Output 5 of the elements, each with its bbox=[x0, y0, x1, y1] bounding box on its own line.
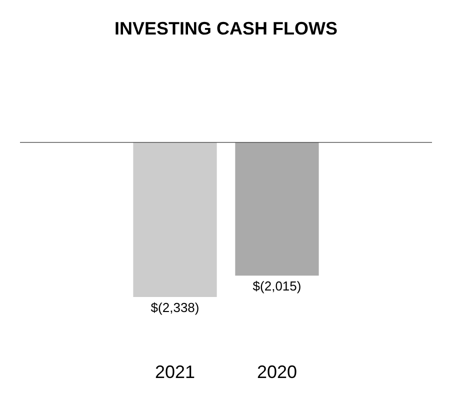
x-tick-label: 2021 bbox=[154, 362, 196, 382]
data-label: $(2,338) bbox=[150, 300, 200, 315]
x-tick-label: 2020 bbox=[256, 362, 298, 382]
data-label: $(2,015) bbox=[252, 278, 302, 294]
chart-title: INVESTING CASH FLOWS bbox=[114, 18, 338, 38]
